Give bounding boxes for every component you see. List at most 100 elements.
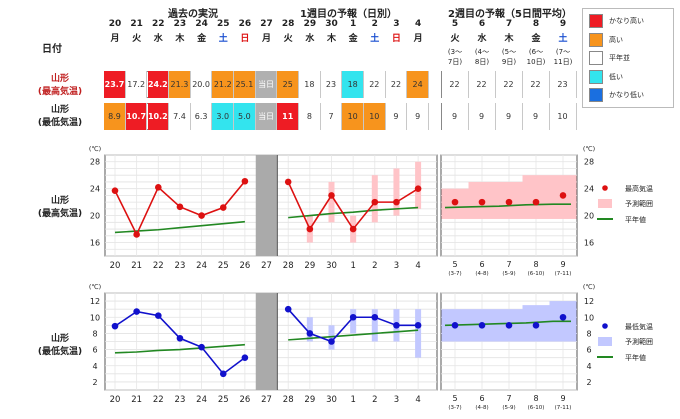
high-cell-20: 23.7 [104,71,126,98]
period-header-5: 5 火 (3〜 7日) [447,19,463,66]
period-point [505,322,513,329]
normal-line [114,343,245,354]
day-header-27: 27 月 [260,19,273,44]
high-cell-3: 22 [385,71,408,98]
day-header-28: 28 火 [281,19,295,44]
week1-section-title: 1週目の予報（日別） [300,9,397,20]
temperature-point [155,184,162,191]
high-period-cell-6: 22 [468,71,496,98]
x-range-label: (3-7) [448,405,461,411]
temperature-point [133,231,140,238]
temperature-point [176,334,184,342]
x-range-label: (7-11) [555,405,572,411]
low-cell-2: 10 [364,103,386,130]
x-tick-label: 28 [283,395,294,405]
period-point [478,198,486,206]
x-tick-label: 23 [175,395,186,405]
y-unit-label: (℃) [583,283,595,291]
x-tick-label: 24 [196,395,207,405]
high-period-cell-9: 23 [549,71,577,98]
high-cell-23: 21.3 [169,71,191,98]
legend-label: 最低気温 [625,322,653,331]
x-range-label: (5-9) [502,271,515,277]
temperature-point [133,308,140,315]
category-legend: かなり高い 高い 平年並 低い かなり低い [582,8,674,108]
low-period-cell-6: 9 [468,103,496,130]
y-tick-label: 4 [92,362,97,371]
day-header-30: 30 木 [325,19,338,44]
forecast-range-bar [328,325,335,350]
legend-label: かなり高い [609,17,644,25]
x-range-label: (4-8) [475,405,488,411]
day-header-29: 29 水 [303,19,317,44]
day-header-21: 21 火 [130,19,143,44]
y-tick-label: 10 [584,313,594,322]
low-cell-30: 7 [320,103,343,130]
y-tick-label: 24 [90,185,100,194]
high-cell-21: 17.2 [125,71,148,98]
low-cell-26: 5.0 [234,103,256,130]
temperature-point [284,178,292,186]
period-range-band [522,175,550,219]
y-tick-label: 24 [584,185,594,194]
temperature-point [155,312,162,319]
low-cell-24: 6.3 [190,103,213,130]
low-cell-28: 11 [277,103,300,130]
period-header-8: 8 金 (6〜 10日) [526,19,546,66]
x-tick-label: 29 [304,395,315,405]
x-tick-label: 30 [326,261,337,271]
y-tick-label: 2 [92,378,97,387]
x-range-label: (7-11) [555,271,572,277]
period-point [451,198,459,206]
legend-item: 高い [589,32,675,47]
x-tick-label: 2 [372,261,377,271]
temperature-point [414,322,422,329]
temperature-point [328,338,335,345]
x-tick-label: 9 [560,394,565,403]
temperature-point [241,354,249,361]
x-tick-label: 3 [394,261,399,271]
temperature-point [371,198,379,206]
x-tick-label: 8 [533,394,538,403]
period-point [532,322,540,329]
x-tick-label: 21 [131,395,142,405]
legend-item: 平年並 [589,51,675,65]
x-tick-label: 7 [506,260,511,269]
period-point [478,322,486,329]
forecast-range-bar [350,309,357,334]
temperature-point [349,225,357,233]
high-cell-27: 当日 [255,71,278,98]
day-header-20: 20 月 [108,19,122,44]
high-period-cell-7: 22 [495,71,523,98]
low-cell-23: 7.4 [169,103,191,130]
x-range-label: (3-7) [448,271,461,277]
low-period-cell-9: 10 [549,103,577,130]
day-header-22: 22 水 [152,19,165,44]
period-normal-line [444,320,571,327]
y-tick-label: 12 [90,297,100,306]
x-tick-label: 24 [196,261,207,271]
low-period-cell-8: 9 [522,103,550,130]
low-cell-29: 8 [299,103,321,130]
x-tick-label: 9 [560,260,565,269]
y-tick-label: 10 [90,313,100,322]
y-tick-label: 6 [586,346,591,355]
period-normal-line [444,203,571,209]
high-cell-28: 25 [277,71,300,98]
normal-line [288,329,419,341]
y-tick-label: 12 [584,297,594,306]
low-period-cell-5: 9 [441,103,469,130]
legend-label: 高い [609,35,623,44]
temperature-point [393,198,400,206]
temperature-point [198,212,205,219]
temperature-point [111,187,119,194]
x-range-label: (4-8) [475,271,488,277]
period-point [559,313,567,321]
x-tick-label: 2 [372,395,377,405]
high-cell-2: 22 [364,71,386,98]
x-tick-label: 1 [350,261,355,271]
temperature-point [328,192,335,199]
high-row-label: 山形 (最高気温) [37,74,83,97]
low-period-cell-7: 9 [495,103,523,130]
